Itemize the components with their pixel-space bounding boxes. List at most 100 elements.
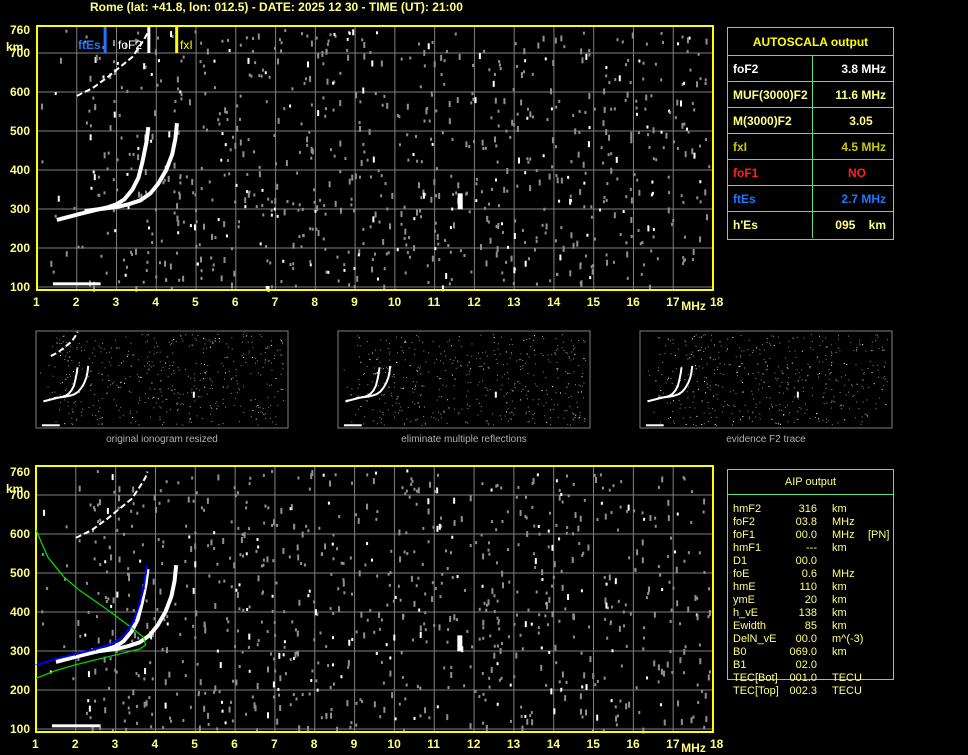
noise-pixel (542, 355, 544, 357)
noise-pixel (617, 599, 620, 603)
noise-pixel (866, 415, 868, 417)
noise-pixel (115, 650, 118, 654)
noise-pixel (883, 366, 885, 368)
noise-pixel (517, 381, 519, 383)
noise-pixel (219, 662, 222, 669)
noise-pixel (546, 422, 548, 424)
noise-pixel (796, 336, 798, 338)
noise-pixel (500, 676, 503, 680)
x-tick-label: 6 (231, 737, 238, 751)
noise-pixel (718, 357, 720, 359)
autoscala-output-table: AUTOSCALA output foF2 3.8 MHz MUF(3000)F2 1… (727, 27, 894, 240)
noise-pixel (490, 666, 493, 673)
noise-pixel (177, 131, 180, 135)
noise-pixel (501, 376, 503, 378)
noise-pixel (882, 385, 884, 387)
noise-pixel (232, 679, 235, 683)
noise-pixel (557, 377, 559, 379)
noise-pixel (665, 382, 667, 384)
aip-unit: TECU (832, 672, 862, 684)
noise-pixel (638, 711, 641, 715)
noise-pixel (105, 271, 108, 275)
noise-pixel (280, 373, 282, 375)
noise-pixel (226, 387, 228, 389)
noise-pixel (319, 198, 322, 202)
noise-pixel (774, 372, 776, 374)
noise-pixel (610, 107, 613, 111)
noise-pixel (460, 364, 462, 366)
noise-pixel (264, 413, 266, 415)
noise-pixel (191, 334, 193, 336)
noise-pixel (327, 664, 330, 668)
noise-pixel (292, 693, 295, 697)
noise-pixel (382, 368, 384, 370)
noise-pixel (513, 233, 516, 240)
noise-pixel (300, 122, 303, 126)
noise-pixel (733, 390, 735, 392)
noise-pixel (135, 672, 138, 676)
noise-pixel (795, 373, 797, 375)
noise-pixel (835, 378, 837, 380)
noise-pixel (538, 532, 541, 536)
noise-pixel (765, 362, 767, 364)
autoscala-row-M(3000)F2: M(3000)F2 3.05 (728, 107, 893, 134)
noise-pixel (203, 348, 205, 350)
noise-pixel (509, 135, 512, 139)
noise-pixel (250, 335, 252, 337)
noise-pixel (696, 683, 699, 687)
noise-pixel (697, 52, 700, 56)
noise-pixel (383, 393, 385, 395)
noise-pixel (842, 405, 844, 407)
noise-pixel (151, 677, 154, 681)
noise-pixel (375, 373, 377, 375)
noise-pixel (91, 362, 93, 364)
noise-pixel (844, 384, 846, 386)
noise-pixel (560, 492, 563, 496)
noise-pixel (673, 423, 675, 425)
aip-label: foF2 (733, 516, 756, 528)
noise-pixel (91, 383, 93, 385)
noise-pixel (547, 354, 549, 356)
noise-pixel (406, 133, 409, 137)
noise-pixel (236, 125, 239, 132)
noise-pixel (641, 241, 644, 245)
noise-pixel (151, 241, 154, 245)
noise-pixel (856, 347, 858, 349)
autoscala-row-fxI: fxI 4.5 MHz (728, 133, 893, 160)
noise-pixel (670, 402, 672, 404)
noise-pixel (348, 178, 351, 185)
noise-pixel (173, 211, 176, 215)
noise-pixel (408, 347, 410, 349)
noise-pixel (696, 596, 699, 600)
noise-pixel (245, 506, 248, 510)
noise-pixel (418, 339, 420, 341)
noise-pixel (415, 502, 418, 506)
noise-pixel (516, 112, 519, 116)
noise-pixel (166, 615, 169, 619)
noise-pixel (738, 366, 740, 368)
noise-pixel (182, 340, 184, 342)
noise-pixel (373, 420, 375, 422)
noise-pixel (389, 353, 391, 355)
noise-pixel (322, 62, 325, 66)
noise-pixel (406, 103, 409, 110)
noise-pixel (563, 350, 565, 352)
noise-pixel (101, 416, 103, 418)
noise-pixel (698, 144, 701, 148)
noise-pixel (230, 585, 233, 589)
noise-pixel (652, 235, 655, 239)
noise-pixel (132, 550, 135, 554)
noise-pixel (97, 591, 100, 595)
noise-pixel (185, 334, 187, 336)
noise-pixel (250, 74, 253, 78)
noise-pixel (130, 410, 132, 412)
noise-pixel (137, 154, 140, 161)
noise-pixel (262, 367, 264, 369)
noise-pixel (495, 484, 498, 488)
noise-pixel (420, 373, 422, 375)
x-tick-label: 4 (151, 737, 159, 751)
noise-pixel (110, 364, 112, 366)
noise-pixel (319, 631, 322, 635)
noise-pixel (626, 251, 629, 258)
noise-pixel (90, 384, 92, 386)
